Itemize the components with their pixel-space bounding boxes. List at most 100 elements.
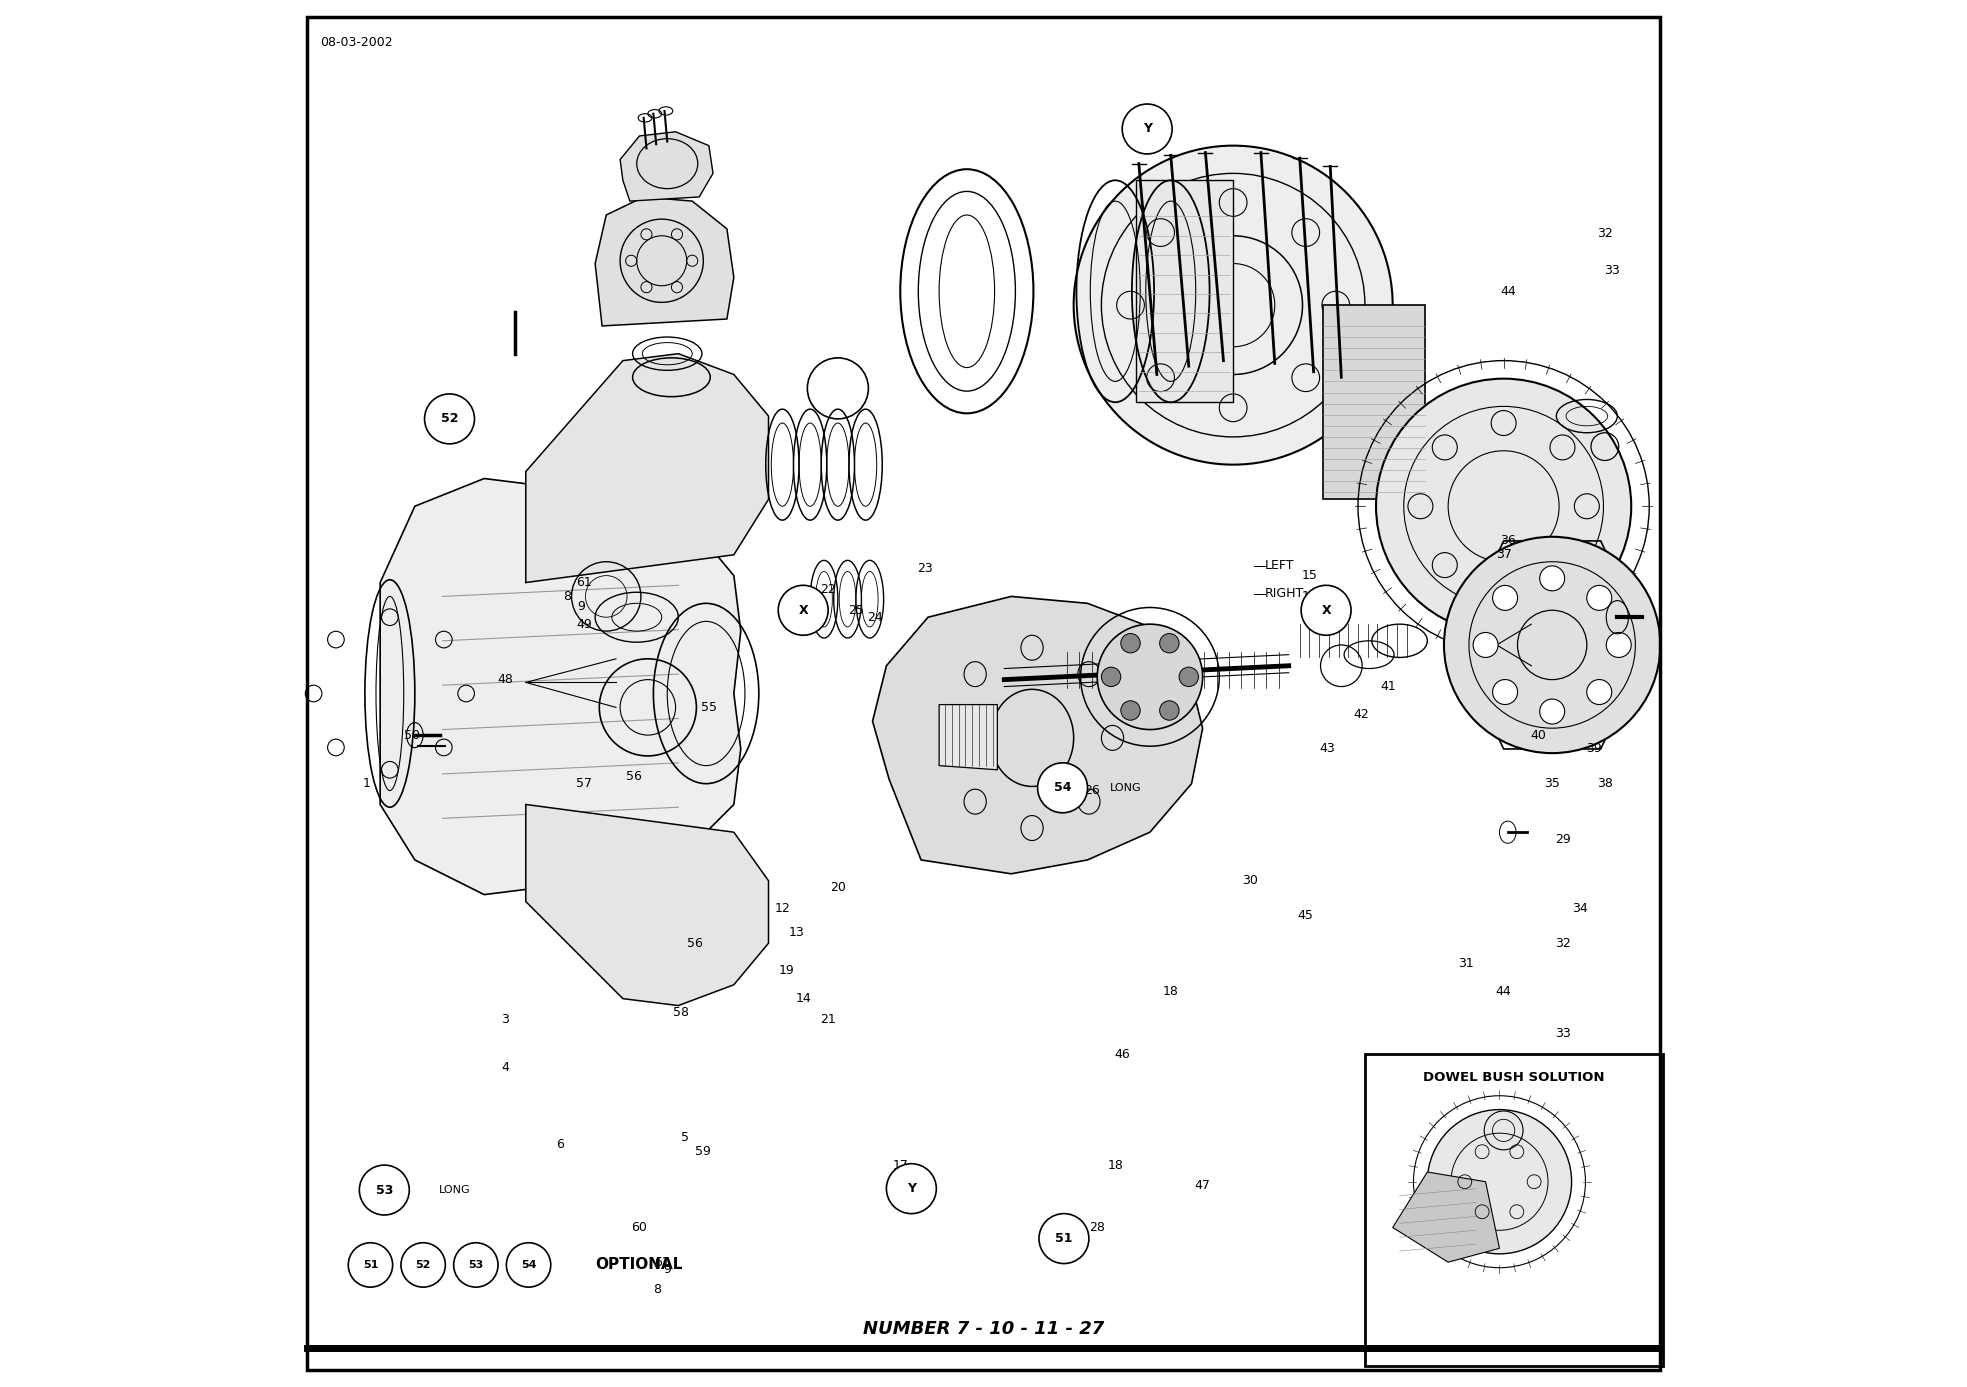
- Text: 49: 49: [576, 617, 592, 631]
- Text: LEFT: LEFT: [1265, 559, 1294, 573]
- Text: 41: 41: [1381, 680, 1397, 694]
- Text: 35: 35: [1544, 777, 1560, 791]
- Text: 42: 42: [1353, 707, 1369, 721]
- Text: X: X: [1322, 603, 1332, 617]
- Text: X: X: [799, 603, 808, 617]
- Text: 61: 61: [653, 1255, 669, 1269]
- Text: 54: 54: [1054, 781, 1072, 795]
- Text: 56: 56: [626, 770, 641, 784]
- Text: 38: 38: [1597, 777, 1613, 791]
- Text: 31: 31: [1458, 957, 1473, 971]
- Text: 60: 60: [631, 1221, 647, 1234]
- Text: 13: 13: [789, 925, 805, 939]
- Ellipse shape: [1161, 700, 1178, 720]
- Text: 53: 53: [376, 1183, 393, 1197]
- Text: 32: 32: [1597, 226, 1613, 240]
- Circle shape: [506, 1243, 551, 1287]
- Text: 43: 43: [1320, 742, 1336, 756]
- Text: 51: 51: [362, 1259, 378, 1270]
- Text: 16: 16: [1302, 589, 1318, 603]
- Ellipse shape: [1493, 585, 1519, 610]
- Text: 56: 56: [686, 936, 702, 950]
- Polygon shape: [596, 197, 734, 326]
- Polygon shape: [938, 705, 997, 770]
- Text: DOWEL BUSH SOLUTION: DOWEL BUSH SOLUTION: [1424, 1071, 1605, 1083]
- Text: 37: 37: [1495, 548, 1511, 562]
- Text: 33: 33: [1603, 264, 1619, 277]
- Ellipse shape: [1121, 634, 1141, 653]
- Circle shape: [425, 394, 474, 444]
- Text: 18: 18: [1162, 985, 1178, 999]
- Text: 5: 5: [681, 1130, 688, 1144]
- Ellipse shape: [1178, 667, 1198, 687]
- Polygon shape: [1393, 1172, 1499, 1262]
- Text: 26: 26: [1084, 784, 1100, 798]
- Text: 40: 40: [1530, 728, 1546, 742]
- Text: 23: 23: [917, 562, 932, 576]
- Text: LONG: LONG: [1109, 782, 1141, 793]
- Text: 39: 39: [1585, 742, 1601, 756]
- Circle shape: [1444, 537, 1660, 753]
- Ellipse shape: [1121, 700, 1141, 720]
- Text: 18: 18: [1107, 1158, 1123, 1172]
- Text: Y: Y: [907, 1182, 917, 1196]
- Text: 3: 3: [502, 1013, 509, 1026]
- Text: 52: 52: [441, 412, 458, 426]
- Text: 21: 21: [820, 1013, 836, 1026]
- Text: 15: 15: [1302, 569, 1318, 583]
- Circle shape: [348, 1243, 393, 1287]
- Text: 50: 50: [403, 728, 421, 742]
- Text: 61: 61: [576, 576, 592, 589]
- Circle shape: [454, 1243, 498, 1287]
- Polygon shape: [873, 596, 1202, 874]
- Ellipse shape: [1607, 632, 1631, 657]
- Text: NUMBER 7 - 10 - 11 - 27: NUMBER 7 - 10 - 11 - 27: [864, 1320, 1103, 1337]
- Text: 47: 47: [1194, 1179, 1210, 1193]
- Text: 30: 30: [1241, 874, 1257, 888]
- Text: 24: 24: [867, 610, 883, 624]
- Polygon shape: [525, 804, 769, 1006]
- Text: 59: 59: [696, 1144, 712, 1158]
- Circle shape: [1039, 1214, 1090, 1264]
- Ellipse shape: [1587, 680, 1611, 705]
- Text: RIGHT: RIGHT: [1265, 587, 1304, 601]
- Circle shape: [1098, 624, 1202, 730]
- Circle shape: [401, 1243, 445, 1287]
- Circle shape: [1039, 763, 1088, 813]
- Text: 9: 9: [663, 1262, 671, 1276]
- Ellipse shape: [1493, 680, 1519, 705]
- Text: 22: 22: [820, 583, 836, 596]
- Text: 44: 44: [1501, 284, 1517, 298]
- Text: 12: 12: [775, 902, 791, 915]
- Text: 6: 6: [557, 1137, 565, 1151]
- Text: Y: Y: [1143, 122, 1151, 136]
- Text: 19: 19: [779, 964, 795, 978]
- Circle shape: [1428, 1110, 1572, 1254]
- Ellipse shape: [1102, 667, 1121, 687]
- Text: 54: 54: [521, 1259, 537, 1270]
- Text: 1: 1: [362, 777, 370, 791]
- Text: 52: 52: [415, 1259, 431, 1270]
- Text: LONG: LONG: [439, 1184, 470, 1196]
- Text: 32: 32: [1556, 936, 1572, 950]
- Text: 51: 51: [1054, 1232, 1072, 1246]
- Text: 28: 28: [1090, 1221, 1105, 1234]
- Text: 8: 8: [653, 1283, 661, 1297]
- Text: 20: 20: [830, 881, 846, 895]
- Text: 46: 46: [1115, 1047, 1131, 1061]
- Text: 08-03-2002: 08-03-2002: [321, 36, 393, 49]
- Text: 29: 29: [1556, 832, 1572, 846]
- Text: 14: 14: [795, 992, 810, 1006]
- Ellipse shape: [1473, 632, 1499, 657]
- Polygon shape: [525, 354, 769, 583]
- Text: 44: 44: [1495, 985, 1511, 999]
- Text: 45: 45: [1298, 908, 1314, 922]
- Ellipse shape: [1587, 585, 1611, 610]
- Text: 9: 9: [578, 599, 586, 613]
- Ellipse shape: [1540, 566, 1564, 591]
- Circle shape: [887, 1164, 936, 1214]
- Text: OPTIONAL: OPTIONAL: [596, 1258, 683, 1272]
- Text: 57: 57: [576, 777, 592, 791]
- Polygon shape: [1324, 305, 1424, 499]
- Circle shape: [1123, 104, 1172, 154]
